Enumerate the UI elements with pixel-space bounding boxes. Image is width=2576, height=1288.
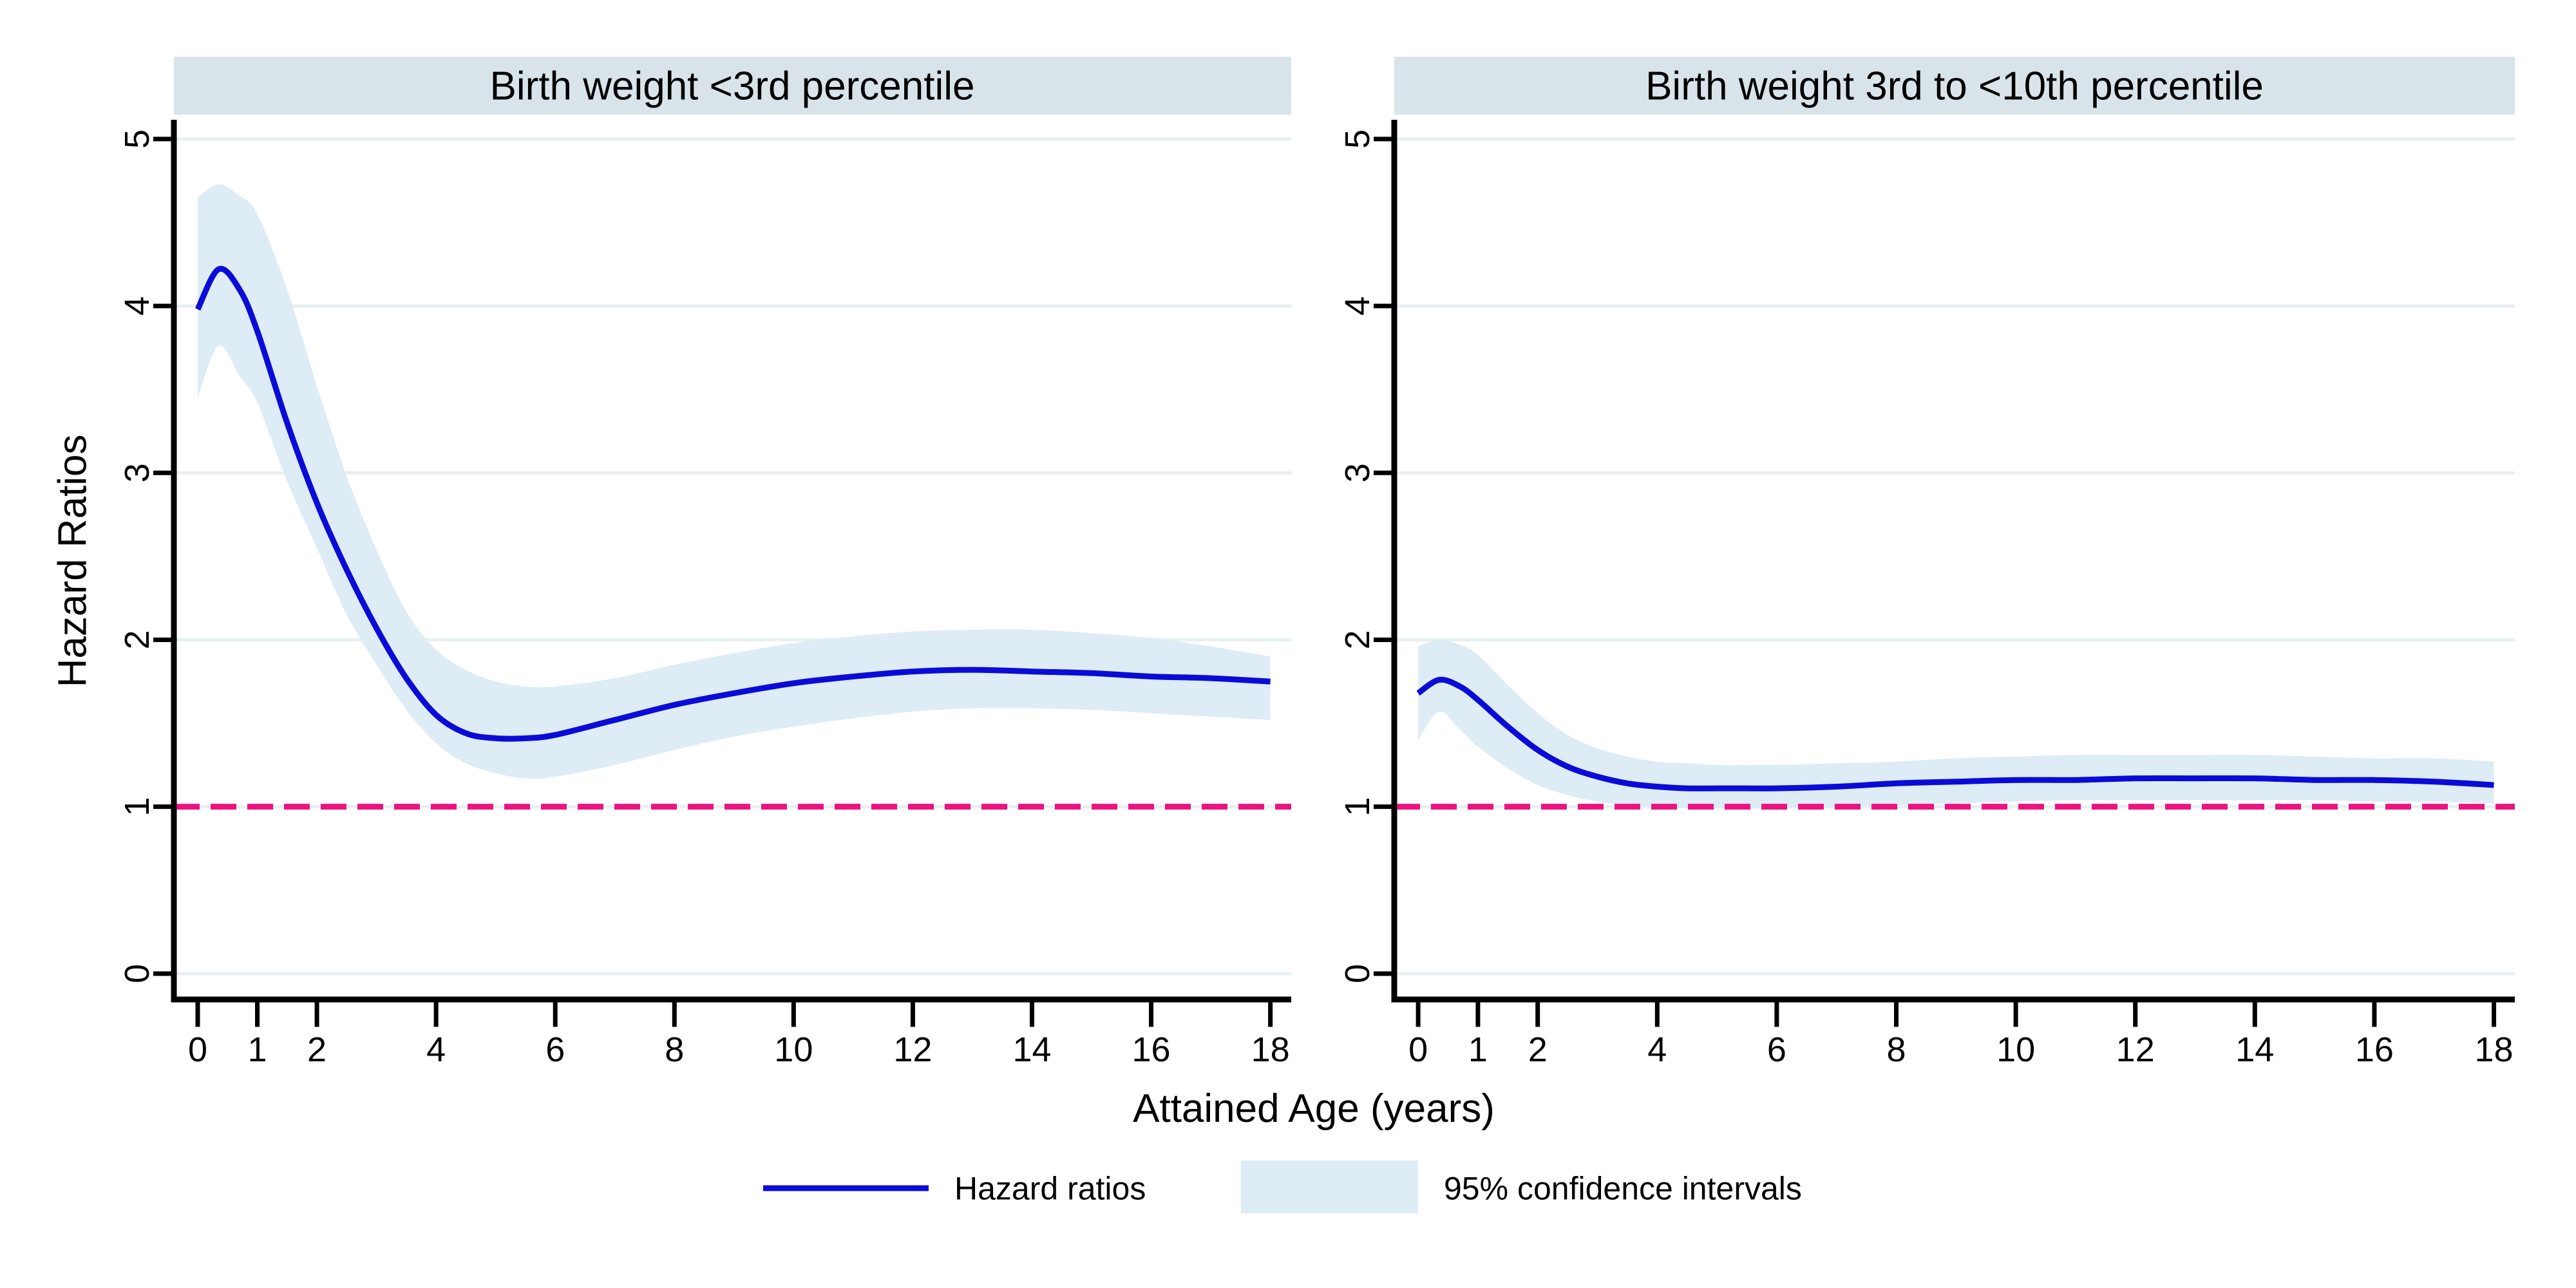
y-tick-label-2: 2 (1338, 630, 1377, 649)
hazard-ratio-curve (194, 265, 1271, 742)
x-tick-label-2: 2 (307, 1030, 327, 1069)
x-tick-label-8: 8 (1886, 1030, 1906, 1069)
x-tick-label-12: 12 (893, 1030, 932, 1069)
x-tick-label-4: 4 (426, 1030, 446, 1069)
x-tick-label-10: 10 (774, 1030, 813, 1069)
x-tick-label-0: 0 (1408, 1030, 1428, 1069)
hazard-ratio-curve (1416, 676, 2494, 791)
confidence-band (198, 184, 1271, 779)
legend: Hazard ratios 95% confidence intervals (763, 1160, 1802, 1213)
y-tick-label-3: 3 (1338, 463, 1377, 482)
panel-title-right: Birth weight 3rd to <10th percentile (1645, 64, 2264, 109)
y-axis-title: Hazard Ratios (51, 435, 95, 688)
y-tick-label-0: 0 (1338, 964, 1377, 983)
x-tick-label-6: 6 (545, 1030, 565, 1069)
panel-title-left: Birth weight <3rd percentile (489, 64, 974, 109)
x-tick-label-14: 14 (1012, 1030, 1051, 1069)
x-tick-label-18: 18 (2474, 1030, 2513, 1069)
confidence-band (1418, 639, 2494, 809)
x-tick-label-18: 18 (1251, 1030, 1290, 1069)
x-tick-label-14: 14 (2235, 1030, 2274, 1069)
x-axis-title: Attained Age (years) (1133, 1086, 1495, 1131)
panel-title-bar-left (174, 57, 1291, 115)
legend-label-confidence-intervals: 95% confidence intervals (1444, 1171, 1802, 1207)
x-tick-label-16: 16 (2355, 1030, 2394, 1069)
x-tick-label-10: 10 (1996, 1030, 2035, 1069)
panel-title-bars: Birth weight <3rd percentile Birth weigh… (174, 57, 2515, 115)
x-tick-label-4: 4 (1647, 1030, 1667, 1069)
panel-title-bar-right (1394, 57, 2515, 115)
y-tick-label-0: 0 (118, 964, 156, 983)
y-tick-label-2: 2 (118, 630, 156, 649)
y-tick-label-1: 1 (1338, 797, 1377, 817)
x-tick-label-0: 0 (188, 1030, 207, 1069)
legend-area-swatch (1241, 1160, 1418, 1213)
y-tick-label-3: 3 (118, 463, 156, 482)
x-tick-label-12: 12 (2116, 1030, 2155, 1069)
x-tick-label-16: 16 (1132, 1030, 1171, 1069)
x-tick-label-8: 8 (665, 1030, 684, 1069)
x-tick-label-2: 2 (1528, 1030, 1548, 1069)
legend-label-hazard-ratios: Hazard ratios (954, 1171, 1146, 1207)
x-tick-label-1: 1 (1468, 1030, 1488, 1069)
y-tick-label-4: 4 (1338, 296, 1377, 316)
y-tick-label-5: 5 (1338, 129, 1377, 149)
y-tick-label-5: 5 (118, 129, 156, 149)
x-tick-label-1: 1 (248, 1030, 267, 1069)
y-tick-label-1: 1 (118, 797, 156, 817)
y-tick-label-4: 4 (118, 296, 156, 316)
x-tick-label-6: 6 (1767, 1030, 1786, 1069)
